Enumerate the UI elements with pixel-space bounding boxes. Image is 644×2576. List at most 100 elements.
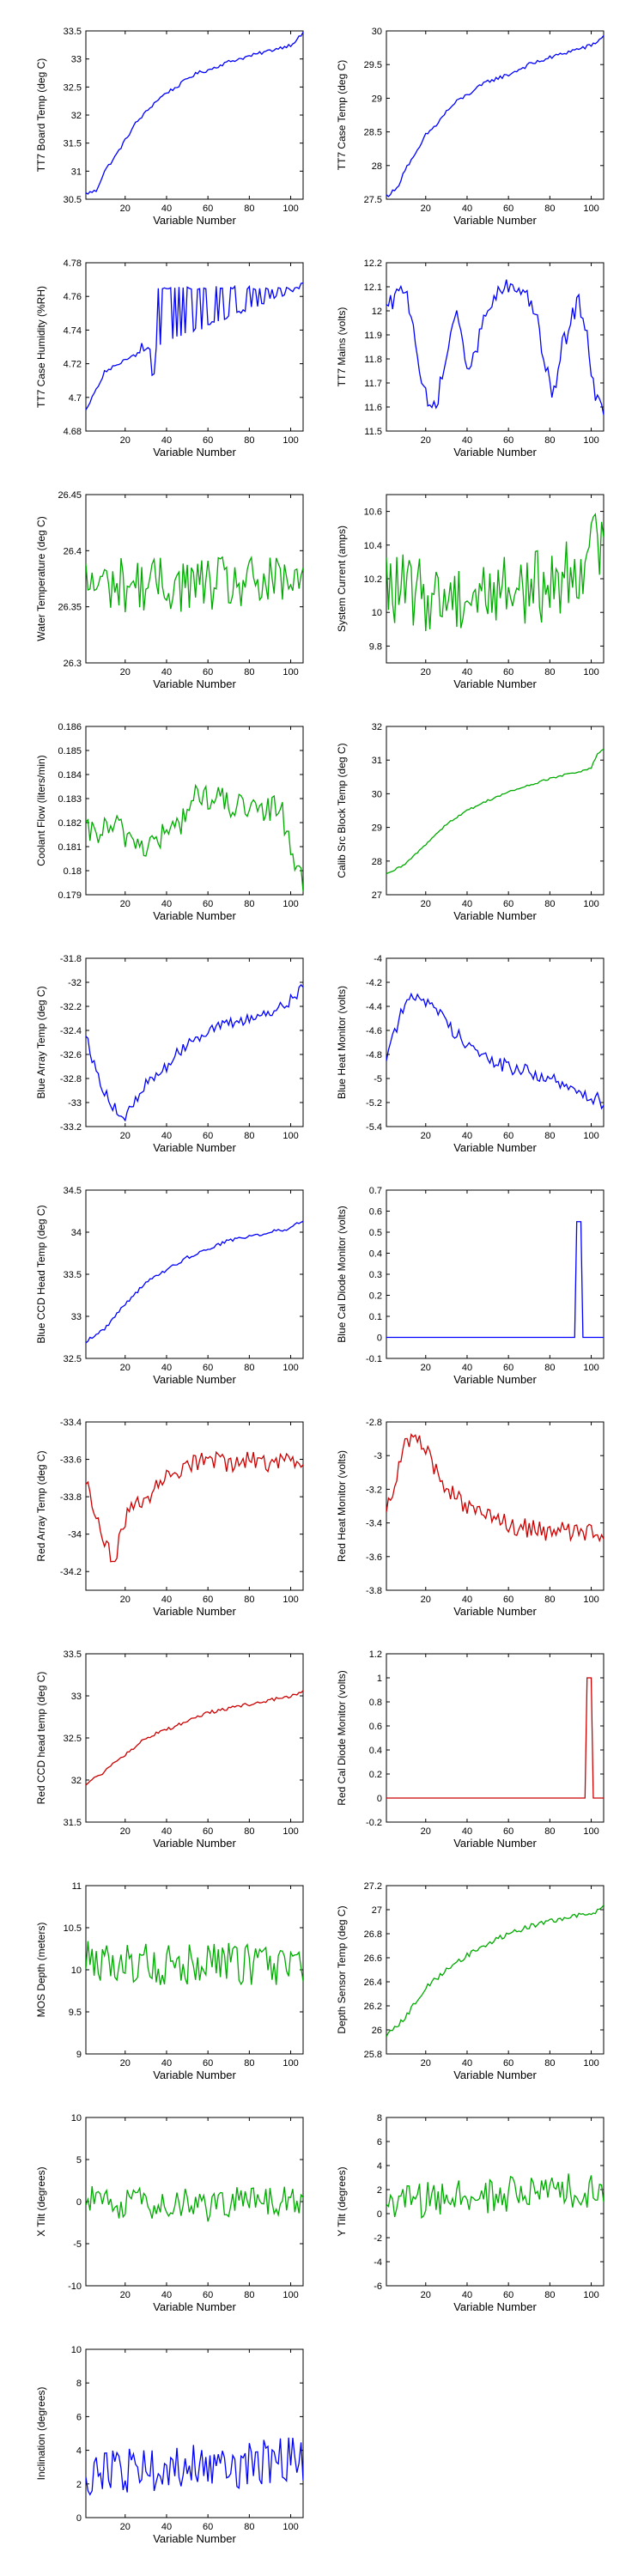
y-tick-label: 31.5 [64, 139, 82, 149]
series-line [386, 279, 604, 416]
x-axis-label: Variable Number [453, 214, 537, 227]
y-tick-label: 0.18 [64, 866, 82, 877]
y-tick-label: 0.181 [58, 842, 82, 853]
y-tick-label: 11.5 [364, 427, 382, 437]
x-tick-label: 100 [583, 1826, 598, 1837]
series-line [386, 1677, 604, 1799]
y-tick-label: 28 [372, 857, 382, 867]
x-axis-label: Variable Number [453, 1141, 537, 1154]
series-line [86, 556, 303, 613]
series-line [86, 32, 303, 195]
y-tick-label: 27 [372, 1905, 382, 1916]
x-tick-label: 20 [120, 2522, 131, 2532]
series-line [86, 1220, 303, 1344]
x-tick-label: 20 [421, 1595, 431, 1605]
y-tick-label: 4.72 [64, 360, 82, 370]
x-axis-label: Variable Number [153, 446, 236, 459]
y-tick-label: -4.4 [366, 1002, 382, 1012]
y-axis-label: Red Array Temp (deg C) [35, 1450, 47, 1561]
series-line [386, 1221, 604, 1339]
series-line [86, 984, 303, 1122]
series-line [86, 1941, 303, 1986]
x-tick-label: 100 [583, 899, 598, 909]
x-tick-label: 40 [161, 1363, 172, 1373]
x-tick-label: 100 [283, 1595, 298, 1605]
y-tick-label: 28.5 [364, 128, 382, 138]
x-tick-label: 60 [503, 1363, 513, 1373]
y-tick-label: -32.6 [60, 1050, 82, 1060]
y-tick-label: -4 [374, 2257, 382, 2268]
x-tick-label: 20 [421, 2058, 431, 2069]
y-tick-label: 4.78 [64, 258, 82, 269]
chart-panel-21: 20 40 60 80 100 0 2 4 6 8 10 Inclination (degrees) V… [35, 2345, 304, 2545]
y-tick-label: 0.182 [58, 818, 82, 829]
chart-panel-14: 20 40 60 80 100 -3.8 -3.6 -3.4 -3.2 -3 -2.8 Red Hea… [336, 1418, 605, 1618]
x-axis-label: Variable Number [153, 677, 236, 690]
y-tick-label: 33 [71, 1692, 82, 1702]
series-line [86, 1450, 303, 1563]
y-tick-label: 10.6 [364, 507, 382, 518]
x-tick-label: 40 [462, 667, 472, 677]
y-tick-label: 29 [372, 94, 382, 104]
y-tick-label: -5.2 [366, 1098, 382, 1109]
y-tick-label: 2 [76, 2480, 82, 2490]
y-tick-label: 0.2 [369, 1770, 382, 1780]
plot-area [386, 726, 605, 896]
chart-panel-1: 20 40 60 80 100 30.5 31 31.5 32 32.5 33 33.5 TT7 Boa… [35, 27, 304, 227]
x-axis-label: Variable Number [153, 1837, 236, 1850]
x-tick-label: 100 [583, 1363, 598, 1373]
x-tick-label: 80 [244, 204, 254, 214]
y-tick-label: 33 [71, 55, 82, 65]
y-axis-label: Coolant Flow (liters/min) [35, 755, 47, 866]
x-tick-label: 80 [244, 2290, 254, 2300]
y-tick-label: -6 [374, 2281, 382, 2292]
y-tick-label: 32 [372, 722, 382, 732]
y-tick-label: 9.5 [69, 2008, 82, 2018]
x-tick-label: 60 [203, 1363, 213, 1373]
x-tick-label: 40 [462, 899, 472, 909]
y-tick-label: 0.6 [369, 1207, 382, 1218]
plot-area [386, 957, 605, 1127]
x-tick-label: 20 [120, 1595, 131, 1605]
y-tick-label: 11.7 [364, 379, 382, 389]
chart-panel-5: 20 40 60 80 100 26.3 26.35 26.4 26.45 Water Tempe… [35, 490, 304, 690]
y-tick-label: 0.5 [369, 1228, 382, 1238]
x-tick-label: 100 [583, 435, 598, 446]
x-tick-label: 60 [203, 1826, 213, 1837]
x-axis-label: Variable Number [453, 2069, 537, 2081]
x-tick-label: 40 [462, 2290, 472, 2300]
x-tick-label: 60 [203, 899, 213, 909]
x-tick-label: 100 [583, 1131, 598, 1141]
x-tick-label: 100 [283, 1131, 298, 1141]
y-axis-label: X Tilt (degrees) [35, 2166, 47, 2236]
x-tick-label: 80 [244, 1826, 254, 1837]
y-tick-label: 0 [377, 2209, 382, 2220]
y-tick-label: 32.5 [64, 1734, 82, 1744]
plot-area [386, 1421, 605, 1591]
x-tick-label: 80 [244, 435, 254, 446]
y-tick-label: 2 [377, 2185, 382, 2196]
y-tick-label: 0.1 [369, 1312, 382, 1322]
x-axis-label: Variable Number [153, 909, 236, 922]
plot-area [386, 1653, 605, 1823]
y-tick-label: 26.3 [64, 659, 82, 669]
x-tick-label: 60 [503, 667, 513, 677]
x-tick-label: 60 [503, 204, 513, 214]
y-tick-label: 27.5 [364, 195, 382, 205]
y-tick-label: -32.2 [60, 1002, 82, 1012]
y-tick-label: -5.4 [366, 1122, 382, 1133]
plot-area [85, 2348, 304, 2518]
y-tick-label: 26.2 [364, 2002, 382, 2012]
y-tick-label: 11.9 [364, 331, 382, 341]
y-tick-label: -3.6 [366, 1552, 382, 1563]
plot-area [85, 1189, 304, 1359]
x-tick-label: 60 [203, 1131, 213, 1141]
x-axis-label: Variable Number [453, 446, 537, 459]
x-tick-label: 60 [503, 2290, 513, 2300]
y-tick-label: 10 [71, 2113, 82, 2123]
series-line [386, 513, 604, 631]
y-tick-label: 4.7 [69, 393, 82, 404]
x-tick-label: 40 [161, 1131, 172, 1141]
chart-panel-20: 20 40 60 80 100 -6 -4 -2 0 2 4 6 8 Y Tilt (degrees) Va… [336, 2113, 605, 2313]
y-tick-label: -4 [374, 954, 382, 964]
